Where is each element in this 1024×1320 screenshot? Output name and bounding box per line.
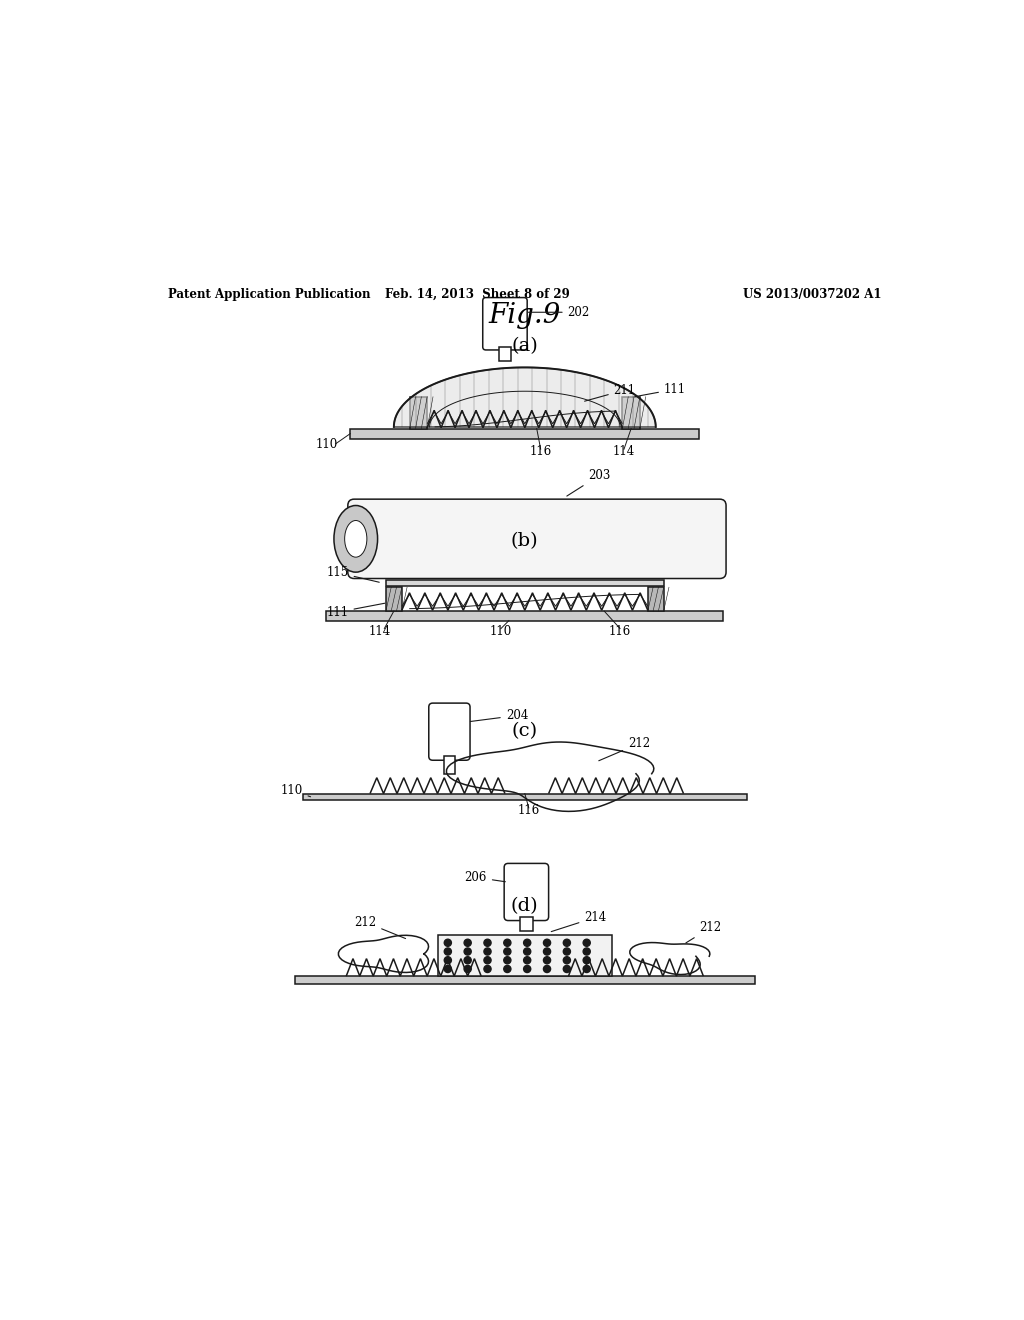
Circle shape bbox=[583, 965, 590, 973]
Text: 212: 212 bbox=[599, 737, 650, 760]
Circle shape bbox=[464, 940, 471, 946]
Circle shape bbox=[563, 957, 570, 964]
Circle shape bbox=[544, 965, 551, 973]
Circle shape bbox=[583, 940, 590, 946]
Text: Patent Application Publication: Patent Application Publication bbox=[168, 288, 371, 301]
Circle shape bbox=[523, 965, 530, 973]
Text: 115: 115 bbox=[327, 566, 379, 582]
Circle shape bbox=[544, 940, 551, 946]
Circle shape bbox=[484, 957, 492, 964]
Circle shape bbox=[444, 957, 452, 964]
Circle shape bbox=[504, 940, 511, 946]
Text: 110: 110 bbox=[489, 624, 512, 638]
Text: 206: 206 bbox=[465, 871, 506, 884]
Circle shape bbox=[563, 948, 570, 956]
Circle shape bbox=[484, 965, 492, 973]
Bar bbox=[327, 611, 723, 620]
Circle shape bbox=[583, 948, 590, 956]
Circle shape bbox=[504, 965, 511, 973]
Text: 204: 204 bbox=[470, 709, 528, 722]
Text: 111: 111 bbox=[635, 383, 686, 397]
Circle shape bbox=[464, 957, 471, 964]
Circle shape bbox=[583, 957, 590, 964]
FancyBboxPatch shape bbox=[482, 297, 527, 350]
Bar bbox=[386, 579, 664, 586]
Text: (a): (a) bbox=[511, 337, 539, 355]
Circle shape bbox=[504, 948, 511, 956]
Text: 116: 116 bbox=[529, 445, 552, 458]
Text: 114: 114 bbox=[613, 445, 635, 458]
Bar bbox=[623, 397, 640, 429]
Text: 214: 214 bbox=[551, 911, 606, 932]
Circle shape bbox=[444, 948, 452, 956]
Text: Feb. 14, 2013  Sheet 8 of 29: Feb. 14, 2013 Sheet 8 of 29 bbox=[385, 288, 569, 301]
Text: 202: 202 bbox=[528, 306, 590, 318]
Text: (c): (c) bbox=[512, 722, 538, 741]
Text: (b): (b) bbox=[511, 532, 539, 549]
Bar bbox=[443, 756, 455, 774]
Text: (d): (d) bbox=[511, 896, 539, 915]
Bar bbox=[386, 587, 401, 611]
Bar bbox=[437, 935, 612, 975]
FancyBboxPatch shape bbox=[504, 863, 549, 920]
Text: 116: 116 bbox=[609, 624, 631, 638]
Circle shape bbox=[484, 948, 492, 956]
Bar bbox=[520, 916, 532, 931]
Text: 111: 111 bbox=[327, 603, 385, 619]
Bar bbox=[648, 587, 664, 611]
Text: 211: 211 bbox=[585, 384, 636, 401]
Circle shape bbox=[444, 965, 452, 973]
Circle shape bbox=[523, 940, 530, 946]
Circle shape bbox=[523, 948, 530, 956]
Circle shape bbox=[504, 957, 511, 964]
Circle shape bbox=[464, 965, 471, 973]
Circle shape bbox=[484, 940, 492, 946]
Text: 212: 212 bbox=[686, 921, 722, 942]
Text: 212: 212 bbox=[354, 916, 406, 939]
Bar bbox=[499, 347, 511, 362]
Text: 116: 116 bbox=[518, 804, 540, 817]
Circle shape bbox=[563, 965, 570, 973]
Circle shape bbox=[544, 957, 551, 964]
Circle shape bbox=[464, 948, 471, 956]
Text: US 2013/0037202 A1: US 2013/0037202 A1 bbox=[743, 288, 882, 301]
Text: 114: 114 bbox=[369, 624, 391, 638]
Circle shape bbox=[563, 940, 570, 946]
Bar bbox=[350, 429, 699, 438]
Text: 110: 110 bbox=[281, 784, 310, 797]
Circle shape bbox=[444, 940, 452, 946]
Bar bbox=[303, 793, 748, 800]
Circle shape bbox=[544, 948, 551, 956]
Text: 203: 203 bbox=[567, 469, 610, 496]
Ellipse shape bbox=[334, 506, 378, 572]
Circle shape bbox=[523, 957, 530, 964]
Polygon shape bbox=[394, 367, 655, 426]
Bar bbox=[410, 397, 427, 429]
Text: Fig.9: Fig.9 bbox=[488, 301, 561, 329]
FancyBboxPatch shape bbox=[348, 499, 726, 578]
Bar bbox=[295, 975, 755, 983]
FancyBboxPatch shape bbox=[429, 704, 470, 760]
Text: 110: 110 bbox=[315, 438, 338, 451]
Ellipse shape bbox=[345, 520, 367, 557]
